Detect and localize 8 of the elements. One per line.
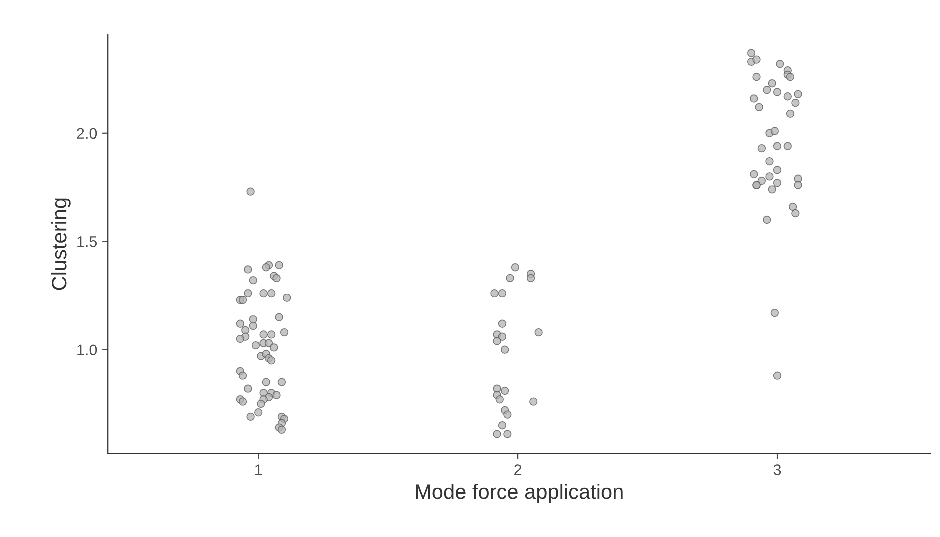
y-tick-label: 1.5 <box>78 236 98 248</box>
y-axis-title: Clustering <box>51 198 71 290</box>
x-tick-label: 1 <box>256 464 262 476</box>
x-axis-title: Mode force application <box>416 484 623 504</box>
x-tick-label: 3 <box>774 464 782 476</box>
y-tick-label: 2.0 <box>77 128 98 140</box>
x-tick-label: 2 <box>514 464 522 476</box>
y-tick-label: 1.0 <box>78 344 98 356</box>
